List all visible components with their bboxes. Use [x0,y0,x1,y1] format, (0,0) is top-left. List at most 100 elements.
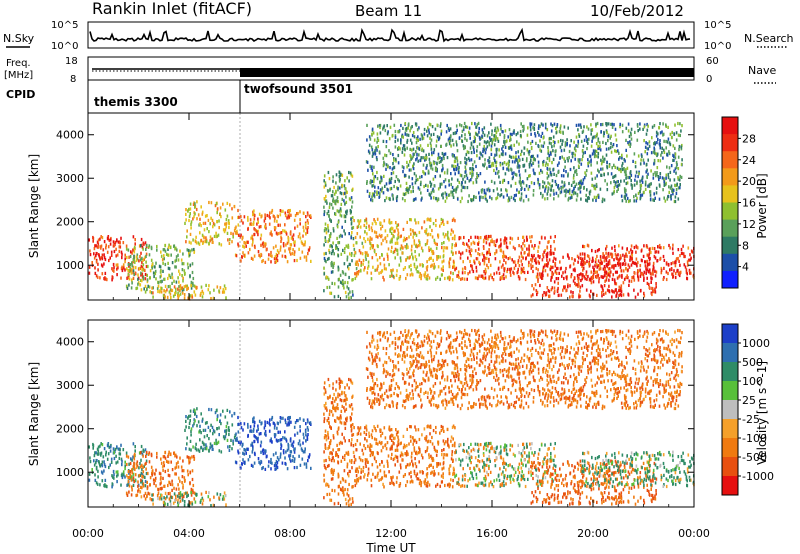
power-echo-cell [187,209,189,213]
power-echo-cell [346,255,349,259]
power-echo-cell [633,199,635,203]
power-echo-cell [625,126,628,130]
power-echo-cell [426,241,428,245]
power-echo-cell [338,210,340,214]
power-echo-cell [213,234,216,238]
power-echo-cell [360,261,363,265]
power-echo-cell [451,190,454,194]
power-echo-cell [416,137,418,141]
power-echo-cell [446,246,449,250]
power-echo-cell [653,254,656,259]
power-echo-cell [440,267,443,271]
power-echo-cell [249,218,252,222]
power-echo-cell [209,235,212,239]
power-echo-cell [653,266,655,270]
power-echo-cell [597,264,600,268]
power-echo-cell [100,244,103,248]
power-echo-cell [406,243,408,247]
power-echo-cell [351,205,353,209]
velocity-echo-cell [218,496,220,500]
power-echo-cell [514,263,517,267]
power-echo-cell [275,256,278,261]
velocity-echo-cell [194,492,197,496]
power-echo-cell [328,251,331,255]
power-echo-cell [670,136,673,140]
power-echo-cell [413,162,415,166]
power-echo-cell [394,145,397,149]
power-echo-cell [446,220,449,225]
power-echo-cell [389,240,392,244]
power-echo-cell [553,251,555,256]
power-echo-cell [410,157,412,161]
velocity-echo-cell [194,446,197,451]
power-echo-cell [92,235,94,240]
power-echo-cell [678,144,681,149]
power-echo-cell [541,131,544,135]
power-echo-cell [222,228,225,232]
power-echo-cell [442,192,444,196]
power-echo-cell [216,234,219,238]
power-echo-cell [489,195,491,199]
power-echo-cell [654,287,656,291]
power-echo-cell [284,223,286,227]
power-echo-cell [107,245,110,249]
power-echo-cell [517,260,519,265]
power-echo-cell [668,152,671,156]
power-echo-cell [175,290,177,295]
velocity-echo-cell [187,493,189,497]
power-echo-cell [111,275,114,279]
power-echo-cell [423,132,426,136]
power-echo-cell [471,175,473,179]
power-echo-cell [428,122,431,126]
power-echo-cell [419,158,421,163]
power-echo-cell [651,286,653,290]
velocity-echo-cell [127,476,129,480]
nave-label: Nave [748,64,776,77]
velocity-echo-cell [188,458,190,462]
power-echo-cell [219,286,222,290]
power-echo-cell [200,224,202,228]
power-echo-cell [537,279,539,283]
power-echo-cell [674,146,676,150]
velocity-echo-cell [97,452,100,456]
power-echo-cell [496,196,499,200]
power-echo-cell [619,288,621,292]
power-echo-cell [680,145,683,149]
power-echo-cell [602,275,604,279]
power-echo-cell [430,147,433,151]
power-echo-cell [509,270,512,274]
velocity-echo-cell [209,498,211,502]
velocity-echo-cell [159,482,162,486]
velocity-echo-cell [160,497,163,501]
power-echo-cell [588,257,591,261]
power-echo-cell [430,256,432,260]
power-echo-cell [350,196,353,200]
power-echo-cell [126,286,129,290]
power-echo-cell [597,151,600,156]
power-echo-cell [384,128,387,133]
power-echo-cell [337,285,340,289]
power-echo-cell [379,131,382,135]
power-echo-cell [674,167,677,171]
velocity-echo-cell [142,454,144,458]
power-echo-cell [647,184,649,188]
power-echo-cell [461,139,464,143]
power-echo-cell [404,238,407,242]
power-echo-cell [104,257,107,262]
power-echo-cell [491,140,494,144]
power-echo-cell [532,255,534,259]
power-echo-cell [457,197,459,201]
velocity-echo-cell [226,438,229,442]
velocity-echo-cell [233,436,236,440]
velocity-echo-cell [143,464,145,468]
power-echo-cell [683,263,686,267]
power-echo-cell [394,139,397,144]
power-echo-cell [408,265,411,269]
power-echo-cell [614,280,616,284]
power-echo-cell [190,226,192,230]
power-echo-cell [337,185,339,189]
power-echo-cell [657,132,659,136]
power-echo-cell [628,279,631,283]
power-echo-cell [682,244,684,248]
power-echo-cell [374,149,376,153]
